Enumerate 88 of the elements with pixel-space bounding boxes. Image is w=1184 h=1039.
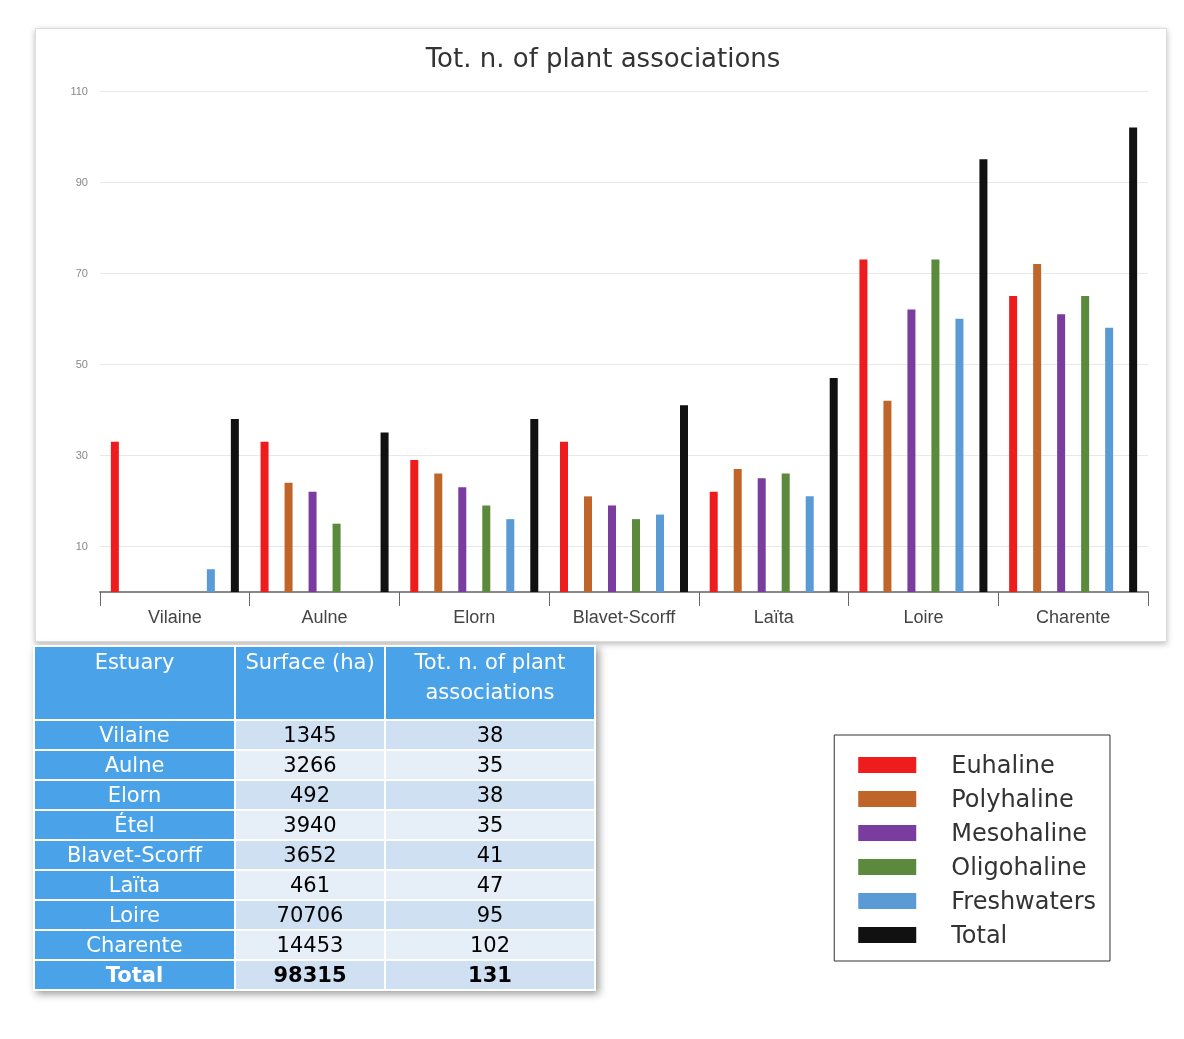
bar <box>308 491 317 592</box>
category-label: Elorn <box>34 780 235 810</box>
data-label: 3940 <box>235 810 385 840</box>
bar <box>680 405 688 592</box>
data-label: 35 <box>385 810 595 840</box>
category-label: Laïta <box>34 870 235 900</box>
bar <box>332 523 341 592</box>
x-tick-label: Loire <box>903 607 944 627</box>
data-label: 47 <box>385 870 595 900</box>
bar <box>955 318 964 592</box>
legend-label: Polyhaline <box>951 785 1074 813</box>
bar <box>757 478 766 592</box>
text: Surface (ha) <box>235 646 385 720</box>
category-label: Charente <box>34 930 235 960</box>
y-tick-label: 50 <box>75 358 88 371</box>
data-label: 95 <box>385 900 595 930</box>
data-label: 3266 <box>235 750 385 780</box>
data-label: 3652 <box>235 840 385 870</box>
bar <box>530 418 539 592</box>
data-label: 461 <box>235 870 385 900</box>
data-label: 35 <box>385 750 595 780</box>
x-tick-label: Elorn <box>453 607 496 627</box>
bar <box>230 418 239 592</box>
bar <box>584 496 592 592</box>
category-label: Étel <box>34 810 235 840</box>
x-tick-label: Blavet-Scorff <box>572 607 677 627</box>
bar <box>632 519 640 592</box>
text: Estuary <box>34 646 235 720</box>
x-tick-label: Charente <box>1036 607 1111 627</box>
bar <box>931 259 940 592</box>
bar <box>1009 295 1018 592</box>
data-label: 38 <box>385 780 595 810</box>
bar <box>458 487 467 592</box>
data-label: 1345 <box>235 720 385 750</box>
bar <box>206 569 215 592</box>
category-label: Loire <box>34 900 235 930</box>
data-label: 98315 <box>235 960 385 990</box>
category-label: Vilaine <box>34 720 235 750</box>
category-label: Total <box>34 960 235 990</box>
x-tick-label: Vilaine <box>148 607 202 627</box>
bar <box>482 505 491 592</box>
data-label: 41 <box>385 840 595 870</box>
legend-label: Freshwaters <box>951 887 1096 915</box>
x-tick-label: Aulne <box>301 607 348 627</box>
legend-label: Total <box>950 921 1008 949</box>
legend-label: Euhaline <box>951 751 1055 779</box>
bar <box>110 441 119 592</box>
bar <box>733 469 742 592</box>
bar <box>284 482 293 592</box>
bar <box>560 441 568 592</box>
bar <box>506 519 515 592</box>
bar <box>1129 127 1138 592</box>
bar <box>656 514 664 592</box>
legend-label: Mesohaline <box>951 819 1088 847</box>
data-label: 102 <box>385 930 595 960</box>
y-tick-label: 90 <box>75 176 88 189</box>
bar <box>260 441 269 592</box>
bar <box>1105 327 1114 592</box>
data-label: 38 <box>385 720 595 750</box>
bar <box>1057 314 1066 592</box>
bar <box>829 377 838 592</box>
bar <box>410 459 419 592</box>
bar <box>709 491 718 592</box>
y-tick-label: 70 <box>75 267 88 280</box>
bar <box>883 400 892 592</box>
bar <box>907 309 916 592</box>
y-tick-label: 10 <box>75 540 88 553</box>
category-label: Blavet-Scorff <box>34 840 235 870</box>
bar <box>434 473 443 592</box>
bar <box>1033 264 1042 592</box>
bar <box>859 259 868 592</box>
data-label: 14453 <box>235 930 385 960</box>
legend-label: Oligohaline <box>951 853 1087 881</box>
data-label: 492 <box>235 780 385 810</box>
data-label: 70706 <box>235 900 385 930</box>
category-label: Aulne <box>34 750 235 780</box>
bar <box>1081 295 1090 592</box>
data-label: 131 <box>385 960 595 990</box>
bar <box>805 496 814 592</box>
y-tick-label: 110 <box>70 85 88 97</box>
bar <box>781 473 790 592</box>
y-tick-label: 30 <box>75 449 88 462</box>
bar <box>979 159 988 592</box>
series-label: Tot. n. of plant associations <box>385 646 595 720</box>
x-tick-label: Laïta <box>753 607 795 627</box>
bar <box>608 505 616 592</box>
bar <box>380 432 389 592</box>
chart-title: Tot. n. of plant associations <box>424 43 781 73</box>
